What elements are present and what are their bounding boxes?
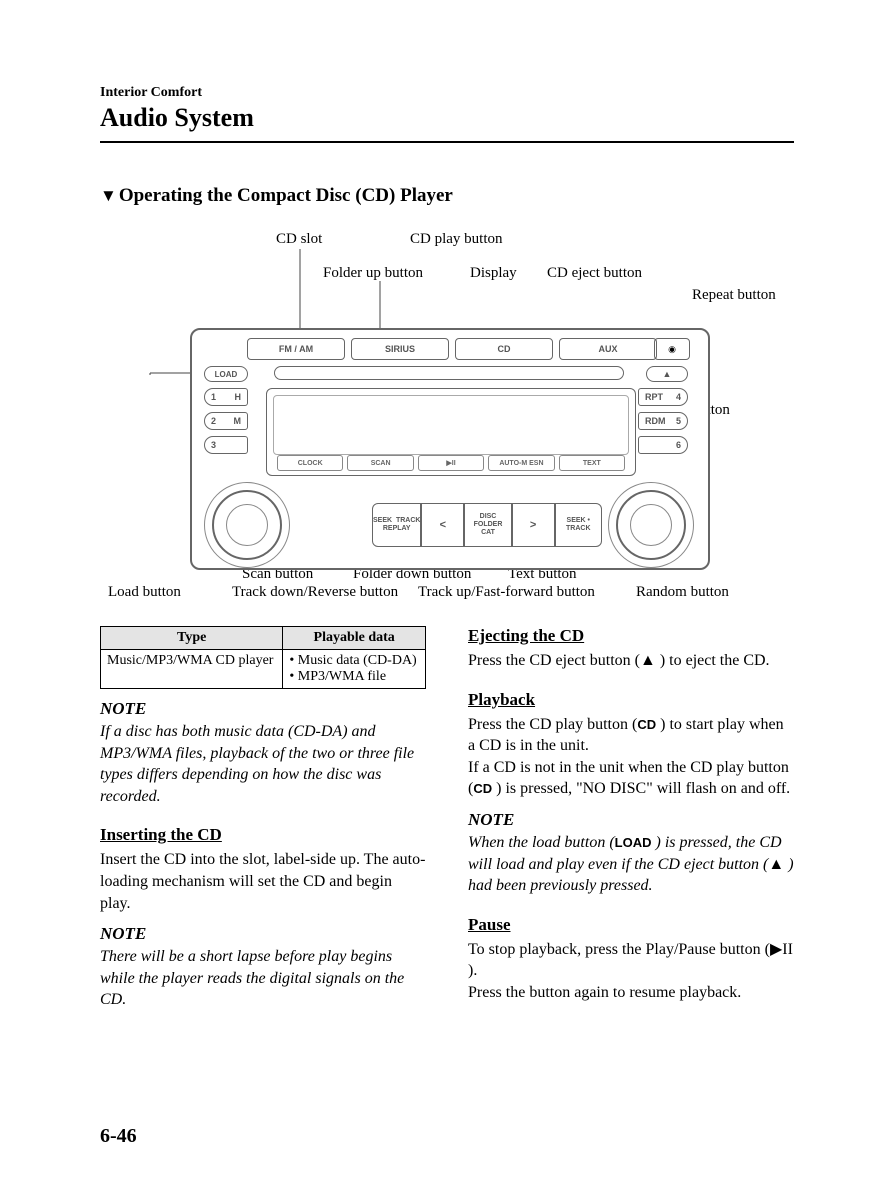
body-text: Press the CD eject button (▲ ) to eject … <box>468 650 794 672</box>
subheading-playback: Playback <box>468 690 794 710</box>
note-heading: NOTE <box>468 810 794 830</box>
content-columns: Type Playable data Music/MP3/WMA CD play… <box>100 626 794 1011</box>
preset-5-rdm-button: RDM5 <box>638 412 688 430</box>
seek-right-icon: > <box>512 503 555 547</box>
tune-knob <box>616 490 686 560</box>
clock-button: CLOCK <box>277 455 343 471</box>
td-type: Music/MP3/WMA CD player <box>101 650 283 689</box>
playable-data-table: Type Playable data Music/MP3/WMA CD play… <box>100 626 426 689</box>
note-body: There will be a short lapse before play … <box>100 946 426 1011</box>
label-track-down: Track down/Reverse button <box>232 584 398 601</box>
playable-item: Music data (CD-DA) <box>289 653 419 669</box>
note-body: When the load button (LOAD ) is pressed,… <box>468 832 794 897</box>
playable-item: MP3/WMA file <box>289 669 419 685</box>
source-button-row: FM / AM SIRIUS CD AUX <box>247 338 657 360</box>
note-heading: NOTE <box>100 699 426 719</box>
title-rule <box>100 141 794 143</box>
scan-button: SCAN <box>347 455 413 471</box>
display-screen-area <box>273 395 629 455</box>
td-playable: Music data (CD-DA) MP3/WMA file <box>283 650 426 689</box>
seek-track-replay-button: SEEK TRACK REPLAY <box>372 503 421 547</box>
head-unit: FM / AM SIRIUS CD AUX ◉ LOAD ▲ 1H 2M 3 R… <box>190 328 710 570</box>
body-text: Insert the CD into the slot, label-side … <box>100 849 426 914</box>
section-heading: ▼Operating the Compact Disc (CD) Player <box>100 185 794 207</box>
play-pause-button: ▶II <box>418 455 484 471</box>
seek-left-icon: < <box>421 503 464 547</box>
display-button-row: CLOCK SCAN ▶II AUTO-M ESN TEXT <box>277 455 625 471</box>
cd-label: CD <box>637 717 656 732</box>
label-random: Random button <box>636 584 729 601</box>
th-type: Type <box>101 627 283 650</box>
eject-button: ▲ <box>646 366 688 382</box>
right-column: Ejecting the CD Press the CD eject butto… <box>468 626 794 1011</box>
label-load: Load button <box>108 584 181 601</box>
sirius-button: SIRIUS <box>351 338 449 360</box>
fmam-button: FM / AM <box>247 338 345 360</box>
autom-button: AUTO-M ESN <box>488 455 554 471</box>
cd-button: CD <box>455 338 553 360</box>
disc-folder-cat-button: DISC FOLDER CAT <box>464 503 511 547</box>
volume-knob <box>212 490 282 560</box>
section-title-text: Operating the Compact Disc (CD) Player <box>119 185 453 206</box>
preset-1-button: 1H <box>204 388 248 406</box>
label-cd-slot: CD slot <box>276 231 322 248</box>
preset-2-button: 2M <box>204 412 248 430</box>
seek-track-button: SEEK • TRACK <box>555 503 602 547</box>
display-panel: CLOCK SCAN ▶II AUTO-M ESN TEXT <box>266 388 636 476</box>
text-button: TEXT <box>559 455 625 471</box>
eject-icon: ▲ <box>640 652 656 669</box>
note-body: If a disc has both music data (CD-DA) an… <box>100 721 426 807</box>
seek-button-group: SEEK TRACK REPLAY < DISC FOLDER CAT > SE… <box>372 503 602 547</box>
preset-4-rpt-button: RPT4 <box>638 388 688 406</box>
label-display: Display <box>470 265 517 282</box>
subheading-ejecting: Ejecting the CD <box>468 626 794 646</box>
preset-3-button: 3 <box>204 436 248 454</box>
cd-slot <box>274 366 624 380</box>
body-text: To stop playback, press the Play/Pause b… <box>468 939 794 1004</box>
note-heading: NOTE <box>100 924 426 944</box>
page-number: 6-46 <box>100 1125 137 1148</box>
label-cd-eject: CD eject button <box>547 265 642 282</box>
load-label: LOAD <box>615 835 652 850</box>
play-pause-icon: ▶II <box>770 941 793 958</box>
preset-6-button: 6 <box>638 436 688 454</box>
left-column: Type Playable data Music/MP3/WMA CD play… <box>100 626 426 1011</box>
table-header-row: Type Playable data <box>101 627 426 650</box>
label-track-up: Track up/Fast-forward button <box>418 584 595 601</box>
th-playable: Playable data <box>283 627 426 650</box>
load-button: LOAD <box>204 366 248 382</box>
page-title: Audio System <box>100 103 794 133</box>
breadcrumb: Interior Comfort <box>100 85 794 101</box>
cd-logo-icon: ◉ <box>654 338 690 360</box>
aux-button: AUX <box>559 338 657 360</box>
cd-player-diagram: CD slot CD play button Folder up button … <box>100 225 800 610</box>
eject-icon: ▲ <box>768 856 784 873</box>
subheading-pause: Pause <box>468 915 794 935</box>
subheading-inserting: Inserting the CD <box>100 825 426 845</box>
table-row: Music/MP3/WMA CD player Music data (CD-D… <box>101 650 426 689</box>
label-folder-up: Folder up button <box>323 265 423 282</box>
triangle-icon: ▼ <box>100 186 117 205</box>
label-repeat: Repeat button <box>692 287 776 304</box>
cd-label: CD <box>473 781 492 796</box>
body-text: Press the CD play button (CD ) to start … <box>468 714 794 800</box>
label-cd-play: CD play button <box>410 231 503 248</box>
